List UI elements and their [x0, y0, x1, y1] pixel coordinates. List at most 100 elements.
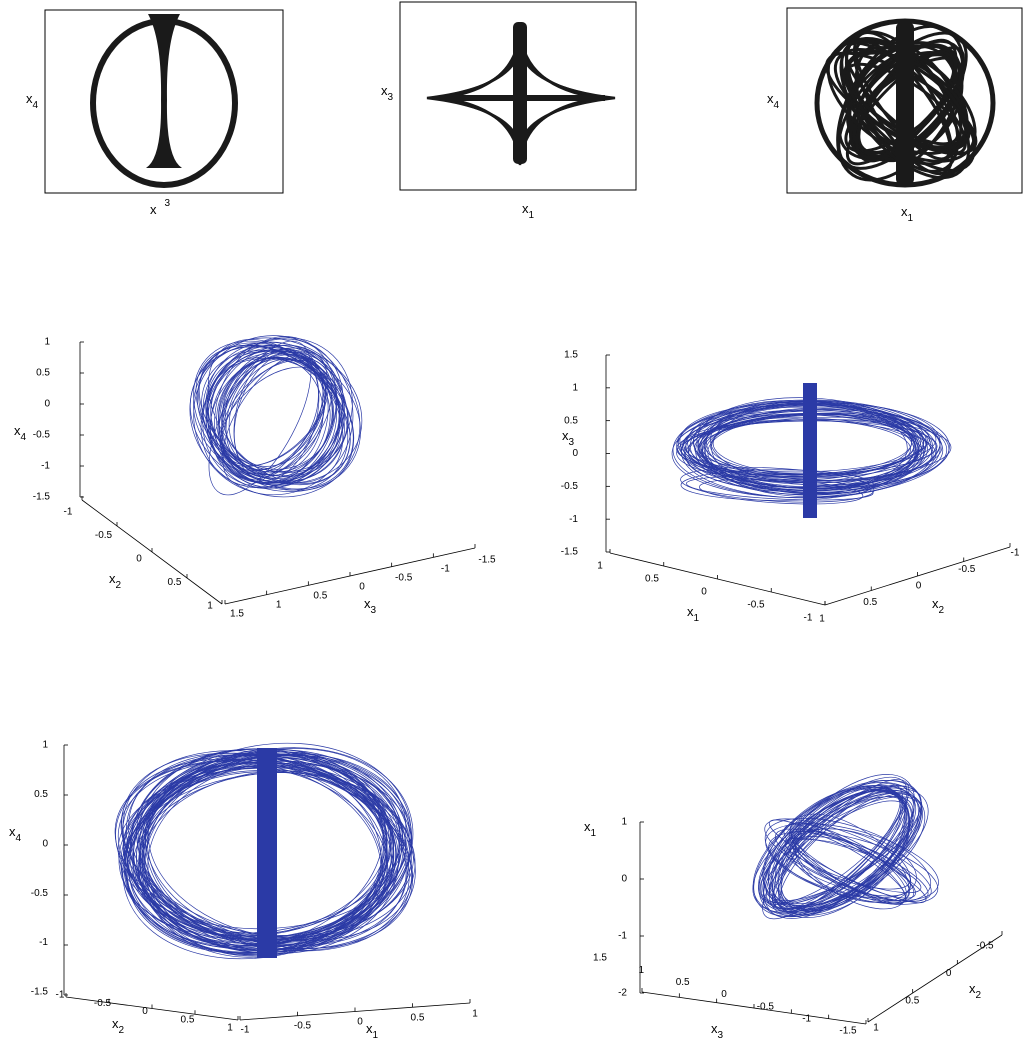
tick-label: 0.5 [411, 1013, 425, 1024]
tick-label: -0.5 [395, 573, 413, 584]
tick-label: -0.5 [958, 564, 976, 575]
tick-label: 1 [42, 740, 48, 751]
trajectory [146, 14, 182, 168]
trajectories [93, 4, 996, 989]
label-subscript: 1 [372, 1030, 378, 1041]
tick-label: 1 [572, 382, 578, 393]
tick-label: -0.5 [95, 530, 113, 541]
tick-label: 1 [597, 561, 603, 572]
label-subscript: 1 [528, 210, 534, 221]
label-base: x [150, 202, 157, 217]
tick-label: 0 [621, 874, 627, 885]
axis-label: x4 [9, 824, 22, 843]
axis-label: x1 [901, 204, 914, 223]
tick-label: -1.5 [839, 1026, 857, 1037]
label-subscript: 1 [907, 213, 913, 224]
axis-label: x3 [364, 596, 377, 615]
tick-label: 0 [357, 1017, 363, 1028]
tick-label: -0.5 [976, 941, 994, 952]
trajectory [162, 308, 389, 527]
tick-label: 0.5 [181, 1014, 195, 1025]
tick-label: 0.5 [676, 977, 690, 988]
tick-label: 0.5 [168, 577, 182, 588]
trajectory [257, 748, 277, 958]
tick-label: 0 [42, 838, 48, 849]
tick-label: 1.5 [564, 350, 578, 361]
tick-label: -0.5 [31, 888, 49, 899]
tick-label: 0 [136, 554, 142, 565]
axis-label: x2 [112, 1016, 125, 1035]
tick-label: -1 [441, 564, 450, 575]
tick-label: 1 [621, 817, 627, 828]
tick-label: 0 [946, 968, 952, 979]
tick-label: -1 [56, 990, 65, 1001]
axis-label: x3 [381, 83, 394, 102]
tick-label: 0 [44, 399, 50, 410]
tick-label: -0.5 [561, 481, 579, 492]
axis-label: x4 [26, 91, 39, 110]
tick-label: -1 [41, 461, 50, 472]
tick-label: -0.5 [33, 430, 51, 441]
axis-label: x2 [932, 596, 945, 615]
tick-label: 1 [227, 1023, 233, 1034]
tick-label: 0 [359, 582, 365, 593]
axis-label: x1 [366, 1021, 379, 1040]
tick-label: 0 [142, 1006, 148, 1017]
axis-label: x3 [562, 428, 575, 447]
axis-label: x1 [687, 604, 700, 623]
tick-label: 1 [207, 601, 213, 612]
label-subscript: 3 [568, 437, 574, 448]
tick-label: 0.5 [905, 995, 919, 1006]
tick-label: 0.5 [564, 415, 578, 426]
tick-label: 1.5 [593, 953, 607, 964]
axis-label: x1 [584, 819, 597, 838]
axis-label: x3 [711, 1021, 724, 1040]
label-subscript: 3 [387, 92, 393, 103]
tick-label: -1 [64, 507, 73, 518]
label-subscript: 3 [370, 605, 376, 616]
label-subscript: 2 [115, 580, 121, 591]
tick-label: 0.5 [645, 574, 659, 585]
label-subscript: 4 [773, 100, 779, 111]
tick-label: -1.5 [478, 555, 496, 566]
tick-label: 1 [819, 614, 825, 625]
tick-label: -1.5 [561, 547, 579, 558]
axis-label: x4 [14, 423, 27, 442]
tick-label: 0 [916, 581, 922, 592]
tick-label: -1 [1011, 548, 1020, 559]
label-subscript: 4 [32, 100, 38, 111]
trajectory [803, 383, 817, 518]
trajectory [896, 22, 914, 185]
tick-label: 0 [721, 989, 727, 1000]
tick-label: 0 [701, 587, 707, 598]
tick-label: -1 [569, 514, 578, 525]
figure: x4x3x3x1x4x110.50-0.5-1-1.5x4-1-0.500.51… [0, 0, 1030, 1041]
tick-label: -2 [618, 988, 627, 999]
label-subscript: 1 [693, 613, 699, 624]
axis-label: x2 [969, 981, 982, 1000]
label-subscript: 2 [118, 1025, 124, 1036]
tick-label: -0.5 [757, 1001, 775, 1012]
tick-label: -1.5 [31, 987, 49, 998]
label-subscript: 4 [20, 432, 26, 443]
tick-label: -0.5 [294, 1021, 312, 1032]
tick-label: 1.5 [230, 609, 244, 620]
tick-label: -1.5 [33, 492, 51, 503]
tick-label: 1 [873, 1023, 879, 1034]
label-subscript: 4 [15, 833, 21, 844]
trajectory [440, 95, 605, 101]
trajectory [740, 750, 939, 944]
tick-label: 1 [472, 1009, 478, 1020]
tick-label: -1 [618, 931, 627, 942]
label-subscript: 2 [975, 990, 981, 1001]
axis-label: x1 [522, 201, 535, 220]
tick-label: -0.5 [747, 600, 765, 611]
tick-label: 0.5 [34, 789, 48, 800]
tick-label: 0 [572, 448, 578, 459]
tick-label: 1 [276, 600, 282, 611]
axis-label: x2 [109, 571, 122, 590]
tick-label: 1 [44, 337, 50, 348]
label-subscript: 1 [590, 828, 596, 839]
axis-label: x4 [767, 91, 780, 110]
